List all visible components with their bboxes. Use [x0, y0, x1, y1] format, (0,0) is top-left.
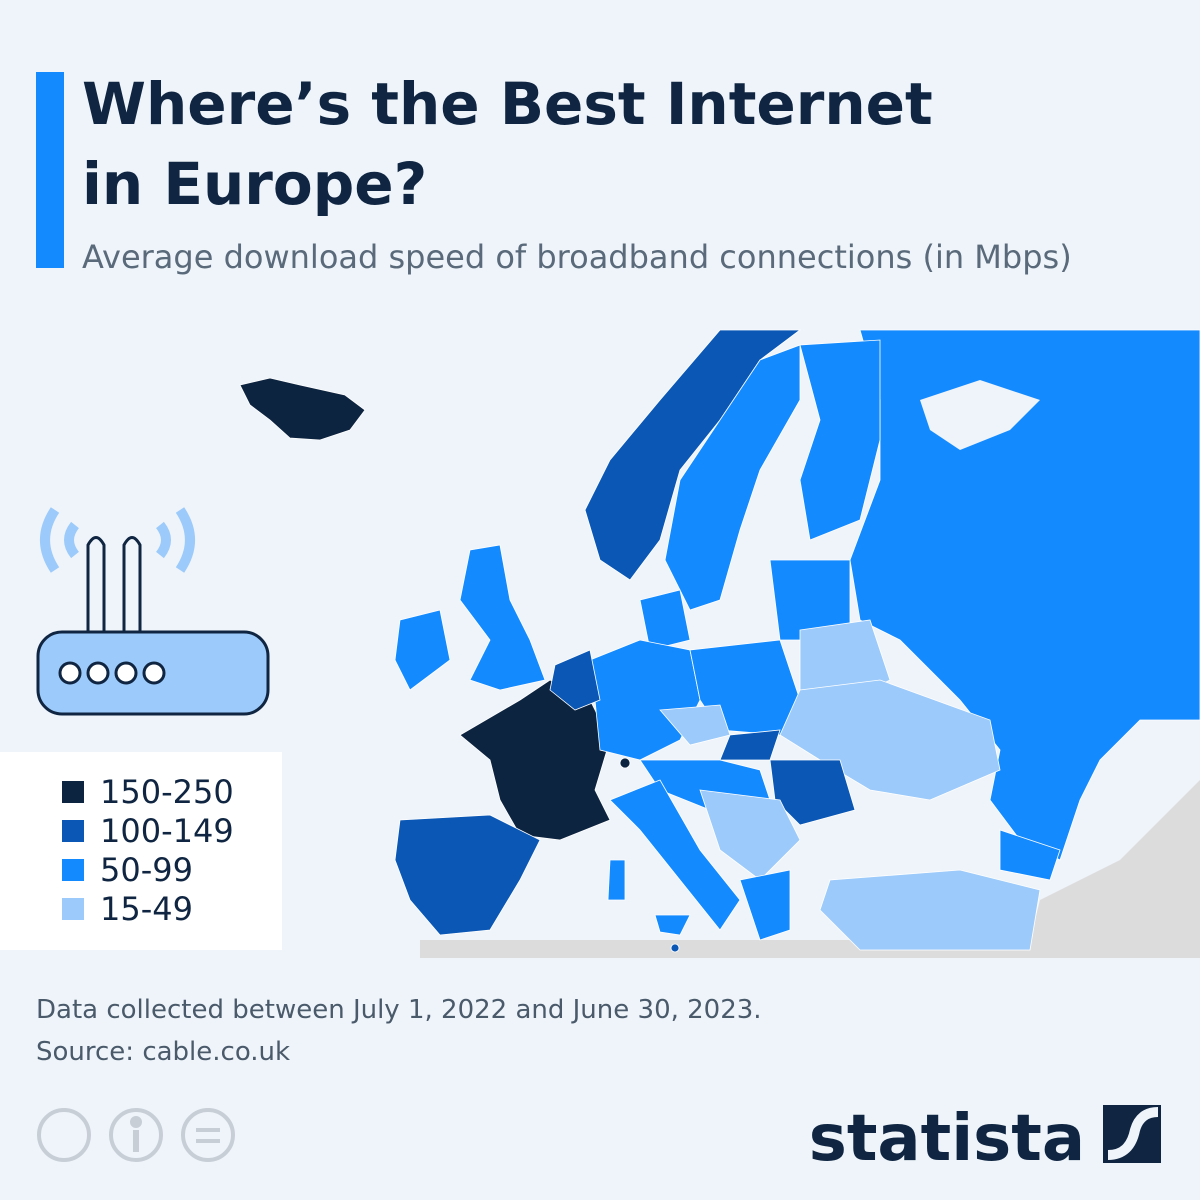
- country: [589, 639, 701, 761]
- country: [609, 779, 741, 931]
- country: [394, 609, 451, 691]
- country: [584, 329, 802, 581]
- country: [394, 814, 541, 936]
- country: [607, 859, 626, 901]
- legend-label: 15-49: [100, 890, 193, 928]
- country: [239, 377, 366, 441]
- legend-swatch: [62, 781, 84, 803]
- country: [639, 589, 691, 651]
- legend-label: 50-99: [100, 851, 193, 889]
- country: [654, 914, 691, 936]
- title-line: Where’s the Best Internet: [82, 70, 933, 138]
- subtitle: Average download speed of broadband conn…: [82, 238, 1072, 276]
- title-line: in Europe?: [82, 150, 427, 218]
- non-europe-land: [420, 780, 1200, 958]
- brand-logo: statista: [809, 1102, 1085, 1176]
- country: [670, 943, 680, 953]
- country: [459, 544, 546, 691]
- legend-swatch: [62, 820, 84, 842]
- map: [239, 329, 1200, 958]
- country: [769, 759, 856, 826]
- legend-swatch: [62, 859, 84, 881]
- footnote: Data collected between July 1, 2022 and …: [36, 995, 762, 1025]
- source: Source: cable.co.uk: [36, 1037, 290, 1067]
- country: [779, 679, 1001, 801]
- legend-box: [0, 752, 282, 950]
- country: [849, 329, 1200, 861]
- legend-label: 100-149: [100, 812, 234, 850]
- country: [549, 649, 601, 711]
- accent-bar: [36, 72, 64, 268]
- country: [739, 869, 791, 941]
- country: [619, 757, 631, 769]
- legend-label: 150-250: [100, 773, 234, 811]
- country: [459, 679, 611, 841]
- legend-swatch: [62, 898, 84, 920]
- sea: [920, 380, 1040, 450]
- country: [664, 344, 801, 611]
- country: [819, 869, 1041, 951]
- country: [799, 339, 881, 541]
- license-icons: [37, 1108, 235, 1162]
- country: [999, 829, 1061, 881]
- router-icon: [36, 507, 270, 716]
- country: [699, 789, 801, 881]
- brand-mark: [1103, 1105, 1161, 1163]
